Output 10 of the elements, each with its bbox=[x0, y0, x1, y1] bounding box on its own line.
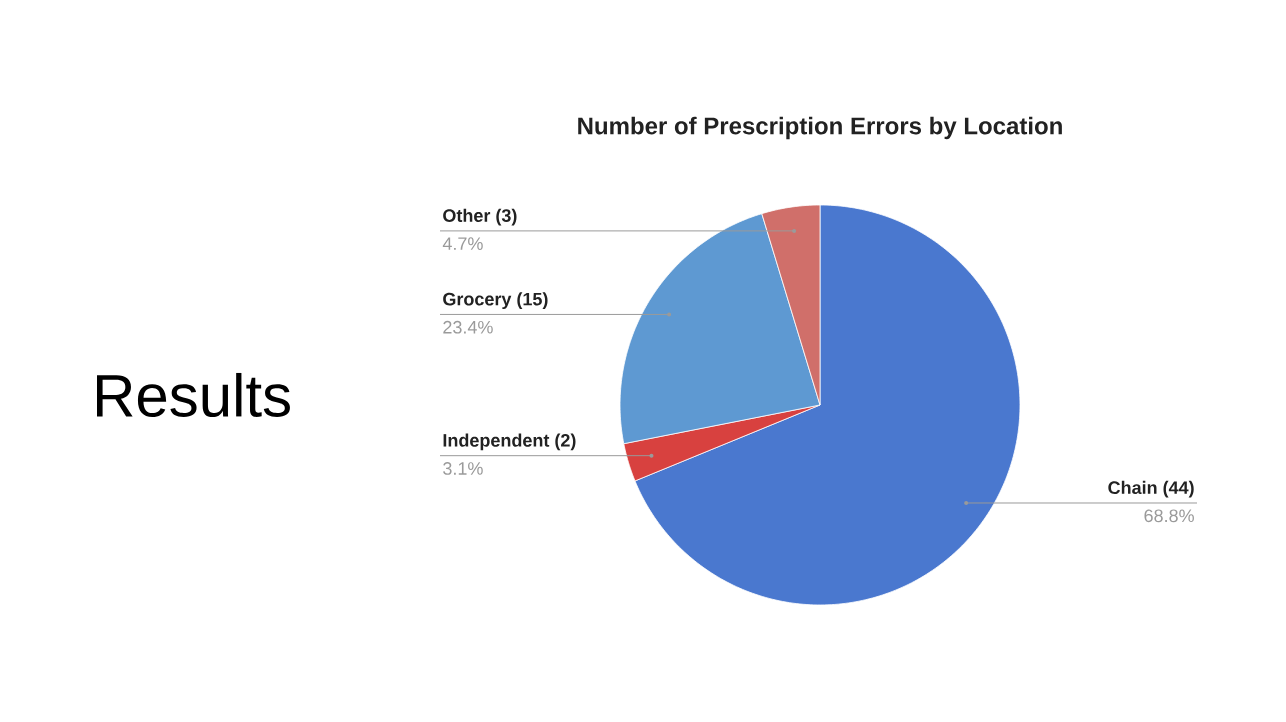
data-label: 68.8% bbox=[1144, 509, 1194, 523]
slice-label: Grocery (15) bbox=[443, 292, 548, 310]
data-label: 3.1% bbox=[443, 462, 483, 475]
slice-label: Chain (44) bbox=[1108, 480, 1194, 498]
slice-label: Other (3) bbox=[443, 208, 517, 226]
data-label: 23.4% bbox=[443, 320, 493, 334]
text: Results bbox=[97, 372, 290, 418]
data-label: 4.7% bbox=[442, 237, 483, 250]
slice-label: Independent (2) bbox=[443, 433, 576, 451]
chart-title: Number of Prescription Errors by Location bbox=[578, 116, 1062, 140]
